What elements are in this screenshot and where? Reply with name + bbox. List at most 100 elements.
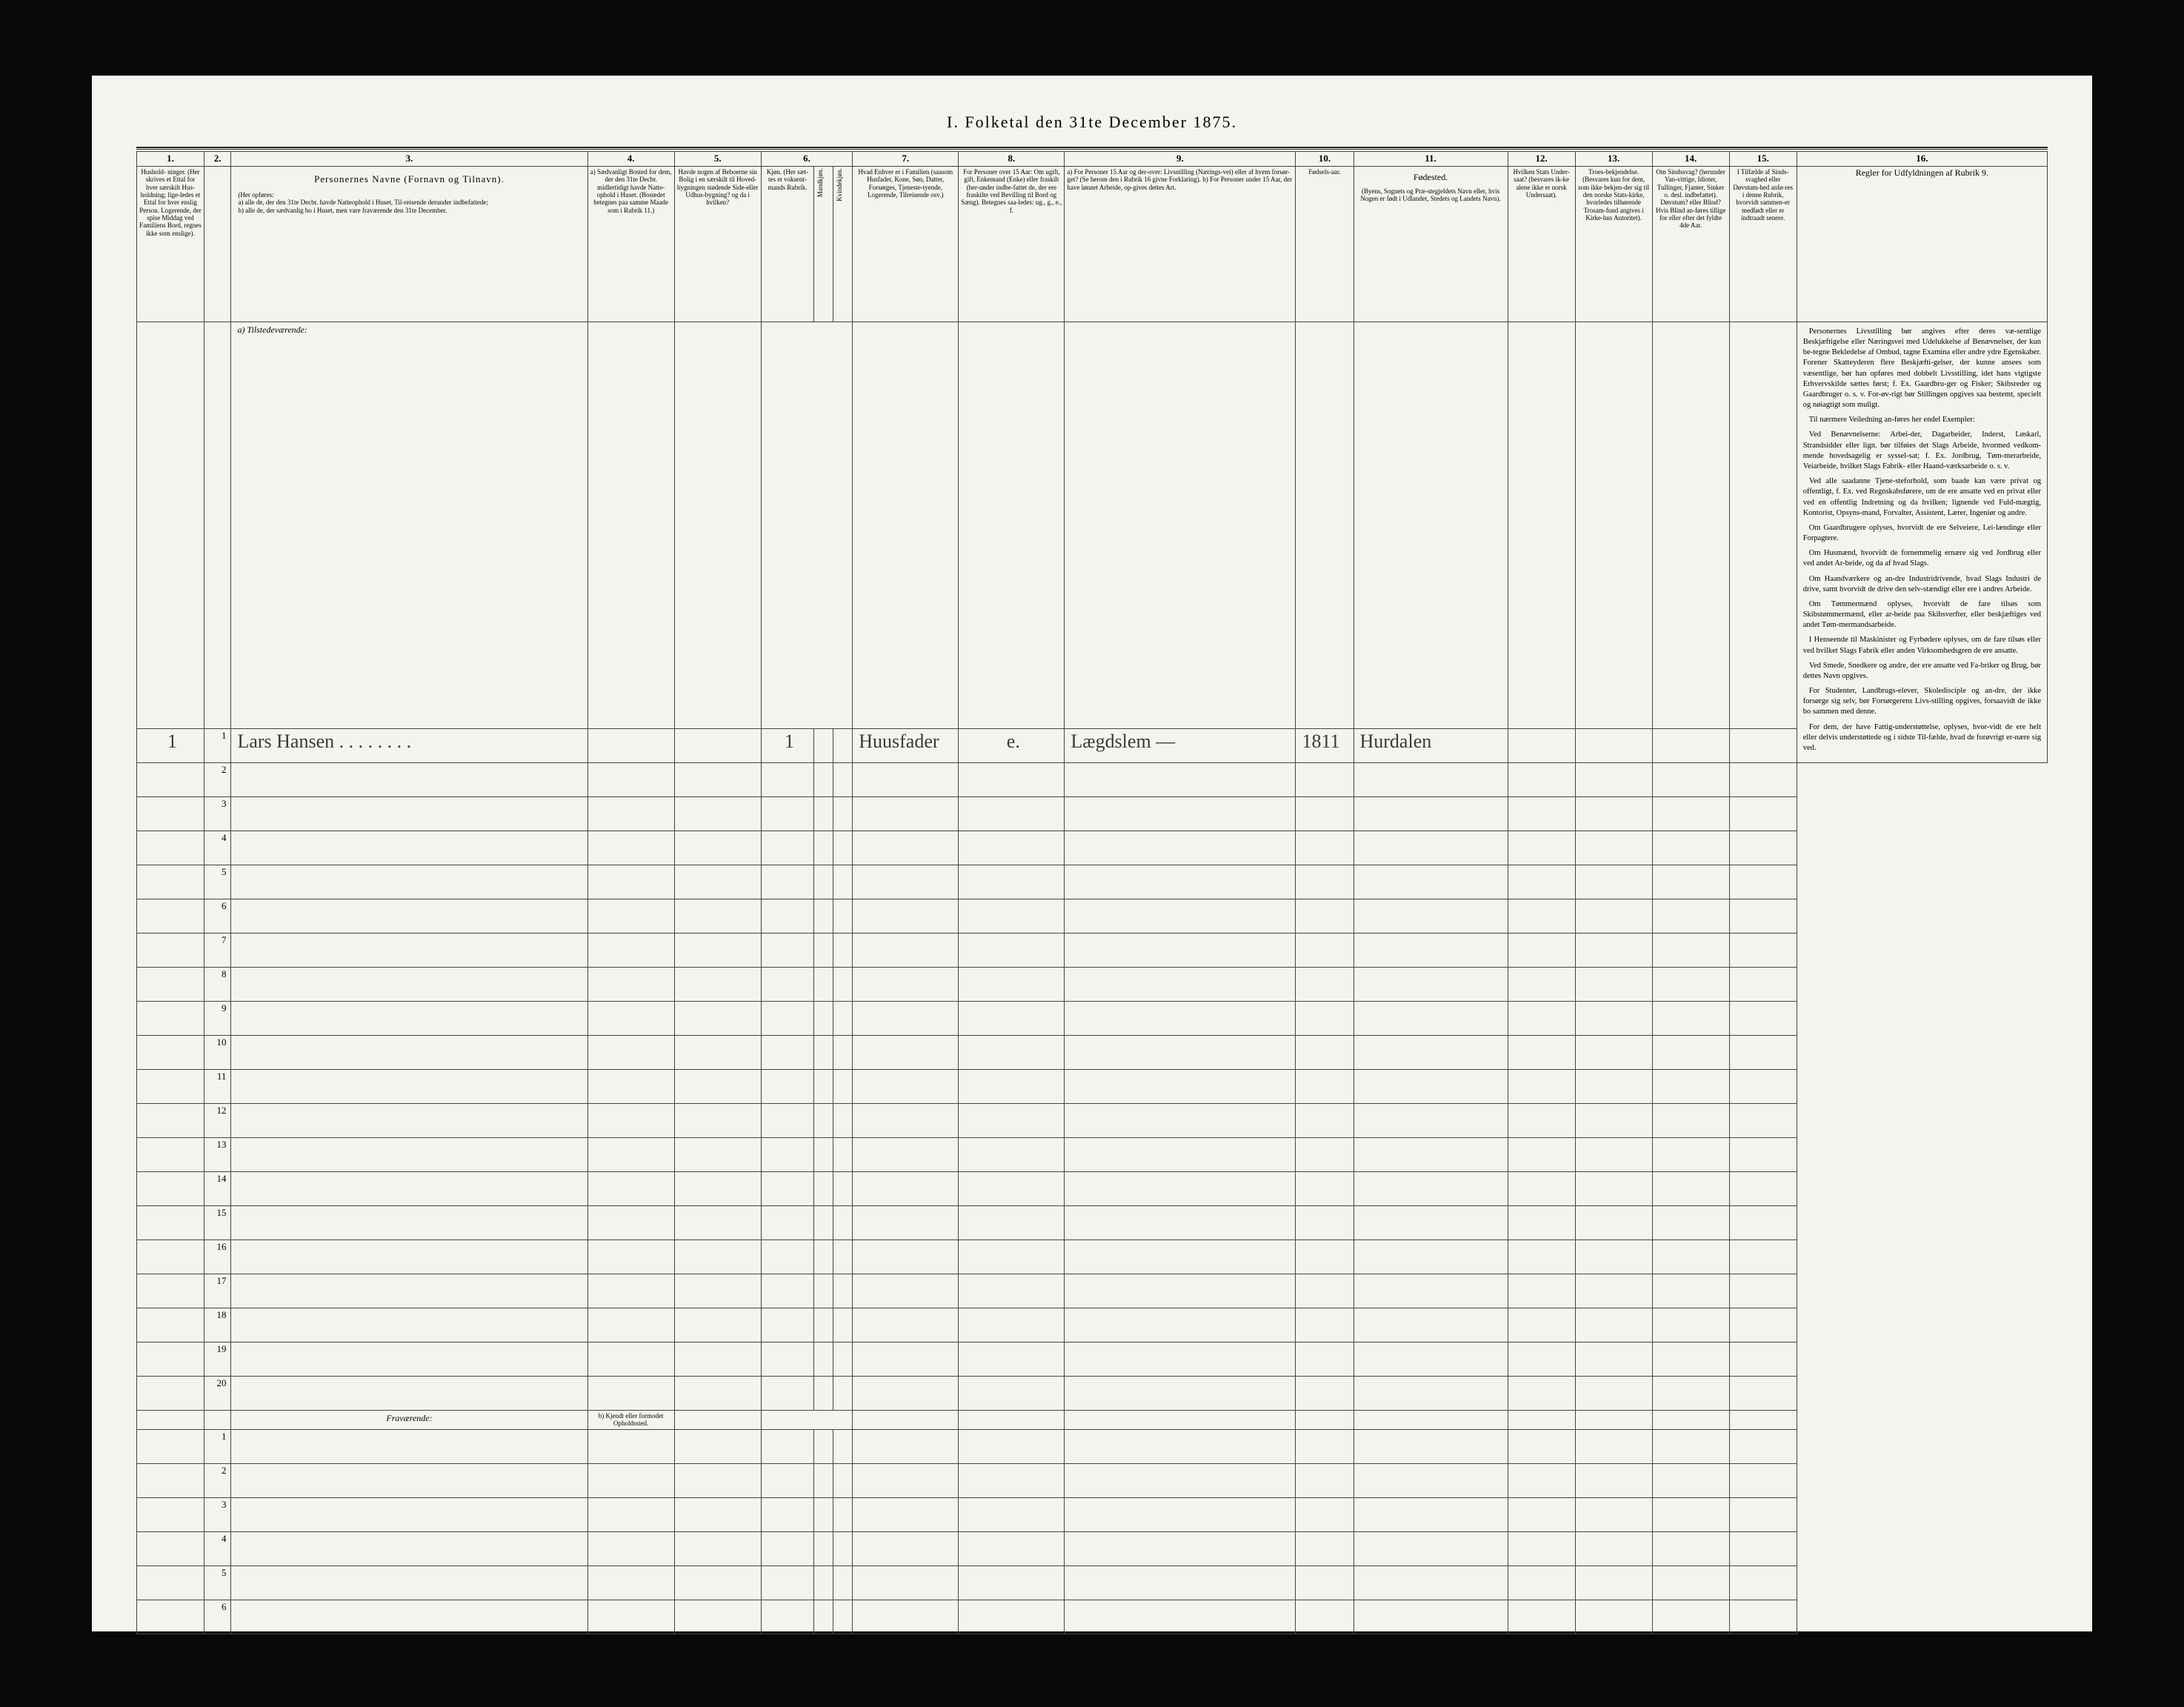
data-row-a-18: 18 bbox=[137, 1308, 2048, 1342]
ra18-num: 18 bbox=[204, 1308, 231, 1342]
ra5-c15 bbox=[1729, 865, 1797, 899]
section-a-c10 bbox=[1296, 322, 1354, 728]
ra9-c4 bbox=[587, 1002, 674, 1036]
ra16-c4 bbox=[587, 1240, 674, 1274]
rb4-c8 bbox=[959, 1531, 1065, 1565]
ra7-c7 bbox=[853, 934, 959, 968]
rb4-num: 4 bbox=[204, 1531, 231, 1565]
ra7-c10 bbox=[1296, 934, 1354, 968]
ra10-c9 bbox=[1065, 1036, 1296, 1070]
data-row-b-4: 4 bbox=[137, 1531, 2048, 1565]
rb3-c8 bbox=[959, 1497, 1065, 1531]
section-b-c12 bbox=[1508, 1411, 1575, 1430]
ra7-c6b bbox=[814, 934, 833, 968]
rb1-c9 bbox=[1065, 1429, 1296, 1463]
ra16-c10 bbox=[1296, 1240, 1354, 1274]
ra17-c6c bbox=[833, 1274, 853, 1308]
rb5-c12 bbox=[1508, 1565, 1575, 1600]
ra19-c8 bbox=[959, 1342, 1065, 1377]
head-14: Om Sindssvag? (herunder Van-vittige, Idi… bbox=[1652, 166, 1729, 322]
ra16-c6b bbox=[814, 1240, 833, 1274]
rb1-c6 bbox=[761, 1429, 814, 1463]
ra12-c8 bbox=[959, 1104, 1065, 1138]
head-13-text: Troes-bekjendelse. (Besvares kun for dem… bbox=[1578, 168, 1650, 222]
ra14-c10 bbox=[1296, 1172, 1354, 1206]
ra8-c15 bbox=[1729, 968, 1797, 1002]
data-row-a-3: 3 bbox=[137, 797, 2048, 831]
ra6-c14 bbox=[1652, 899, 1729, 934]
ra2-c6c bbox=[833, 763, 853, 797]
ra20-c13 bbox=[1575, 1377, 1652, 1411]
rb5-num: 5 bbox=[204, 1565, 231, 1600]
ra8-c4 bbox=[587, 968, 674, 1002]
ra17-c10 bbox=[1296, 1274, 1354, 1308]
ra16-num: 16 bbox=[204, 1240, 231, 1274]
ra3-c6 bbox=[761, 797, 814, 831]
data-row-a-16: 16 bbox=[137, 1240, 2048, 1274]
ra18-c6c bbox=[833, 1308, 853, 1342]
ra9-c8 bbox=[959, 1002, 1065, 1036]
ra9-c6 bbox=[761, 1002, 814, 1036]
rb4-c6 bbox=[761, 1531, 814, 1565]
ra5-c11 bbox=[1354, 865, 1508, 899]
ra15-c9 bbox=[1065, 1206, 1296, 1240]
ra14-c1 bbox=[137, 1172, 204, 1206]
data-row-a-12: 12 bbox=[137, 1104, 2048, 1138]
r1-c6c bbox=[833, 729, 853, 763]
ra18-c4 bbox=[587, 1308, 674, 1342]
head-1-text: Hushold- ninger. (Her skrives et Ettal f… bbox=[139, 168, 202, 237]
ra13-c13 bbox=[1575, 1138, 1652, 1172]
ra13-c1 bbox=[137, 1138, 204, 1172]
section-b-label: Fraværende: bbox=[231, 1411, 587, 1430]
ra10-c6b bbox=[814, 1036, 833, 1070]
ra3-c15 bbox=[1729, 797, 1797, 831]
rb5-c4 bbox=[587, 1565, 674, 1600]
head-6-sub1-text: Mandkjøn. bbox=[816, 168, 824, 197]
ra14-c13 bbox=[1575, 1172, 1652, 1206]
head-9: a) For Personer 15 Aar og der-over: Livs… bbox=[1065, 166, 1296, 322]
section-b-row: Fraværende: b) Kjendt eller formodet Oph… bbox=[137, 1411, 2048, 1430]
ra2-c9 bbox=[1065, 763, 1296, 797]
ra18-c12 bbox=[1508, 1308, 1575, 1342]
section-b-c1 bbox=[137, 1411, 204, 1430]
ra16-c7 bbox=[853, 1240, 959, 1274]
ra4-c8 bbox=[959, 831, 1065, 865]
ra5-c14 bbox=[1652, 865, 1729, 899]
rb1-c10 bbox=[1296, 1429, 1354, 1463]
section-b-c14 bbox=[1652, 1411, 1729, 1430]
head-4-text: a) Sædvanligt Bosted for dem, der den 31… bbox=[590, 168, 672, 214]
data-row-a-11: 11 bbox=[137, 1070, 2048, 1104]
data-row-b-5: 5 bbox=[137, 1565, 2048, 1600]
rb1-c1 bbox=[137, 1429, 204, 1463]
rb2-c1 bbox=[137, 1463, 204, 1497]
rb5-c11 bbox=[1354, 1565, 1508, 1600]
ra5-c1 bbox=[137, 865, 204, 899]
ra14-c12 bbox=[1508, 1172, 1575, 1206]
rows-b-body: 123456 bbox=[137, 1429, 2048, 1634]
colnum-15: 15. bbox=[1729, 152, 1797, 167]
section-a-c6 bbox=[761, 322, 853, 728]
colnum-4: 4. bbox=[587, 152, 674, 167]
ra19-c12 bbox=[1508, 1342, 1575, 1377]
rb3-c15 bbox=[1729, 1497, 1797, 1531]
head-3: Personernes Navne (Fornavn og Tilnavn). … bbox=[231, 166, 587, 322]
head-5: Havde nogen af Beboerne sin Bolig i en s… bbox=[674, 166, 761, 322]
rb1-c5 bbox=[674, 1429, 761, 1463]
ra19-c9 bbox=[1065, 1342, 1296, 1377]
rb2-c7 bbox=[853, 1463, 959, 1497]
ra10-c12 bbox=[1508, 1036, 1575, 1070]
rb5-c15 bbox=[1729, 1565, 1797, 1600]
colnum-10: 10. bbox=[1296, 152, 1354, 167]
rb4-c6c bbox=[833, 1531, 853, 1565]
ra3-c14 bbox=[1652, 797, 1729, 831]
colnum-3: 3. bbox=[231, 152, 587, 167]
head-5-text: Havde nogen af Beboerne sin Bolig i en s… bbox=[677, 168, 759, 207]
ra4-c12 bbox=[1508, 831, 1575, 865]
ra20-c4 bbox=[587, 1377, 674, 1411]
ra20-c8 bbox=[959, 1377, 1065, 1411]
ra13-c11 bbox=[1354, 1138, 1508, 1172]
ra5-c4 bbox=[587, 865, 674, 899]
ra20-c7 bbox=[853, 1377, 959, 1411]
ra9-c6b bbox=[814, 1002, 833, 1036]
rb2-c9 bbox=[1065, 1463, 1296, 1497]
